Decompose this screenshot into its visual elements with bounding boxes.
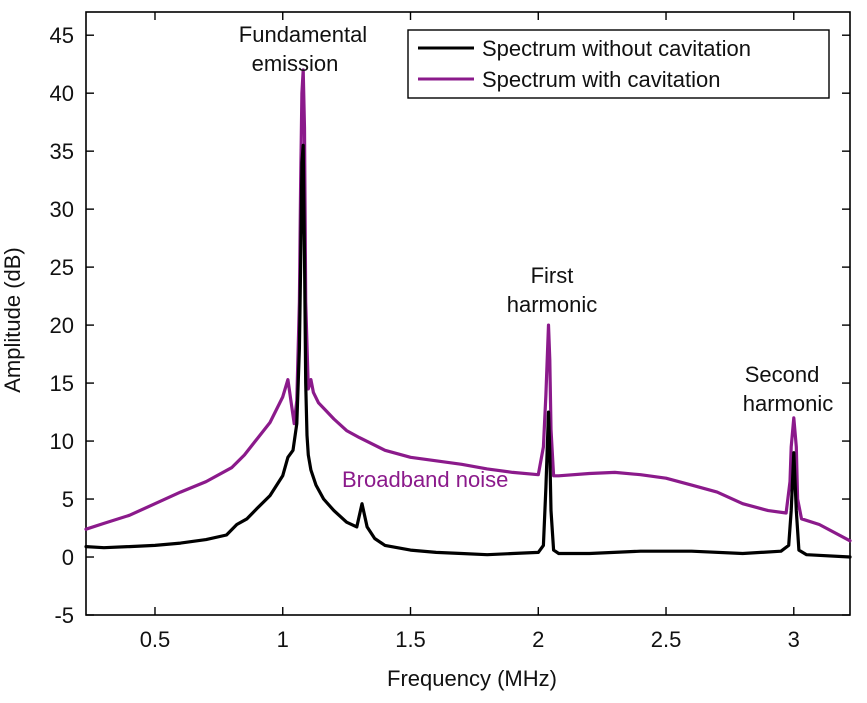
x-tick-label: 1.5 [395,627,426,652]
y-tick-label: -5 [54,603,74,628]
y-tick-label: 0 [62,545,74,570]
annotation-second-harmonic-line1: Second [745,362,820,387]
y-axis: -5 0 5 10 15 20 25 30 35 40 45 [50,23,850,628]
plot-area-frame [85,11,851,616]
y-tick-label: 30 [50,197,74,222]
annotation-first-harmonic-line2: harmonic [507,292,597,317]
series-line-without-cavitation [84,143,852,559]
y-tick-label: 15 [50,371,74,396]
x-tick-label: 0.5 [140,627,171,652]
x-tick-label: 2.5 [651,627,682,652]
y-tick-label: 40 [50,81,74,106]
legend-label-with: Spectrum with cavitation [482,67,720,92]
x-tick-label: 1 [277,627,289,652]
y-tick-label: 20 [50,313,74,338]
annotation-fundamental-line2: emission [252,51,339,76]
y-tick-label: 45 [50,23,74,48]
y-tick-label: 35 [50,139,74,164]
y-tick-label: 5 [62,487,74,512]
legend-box [407,29,830,99]
y-axis-label: Amplitude (dB) [0,247,25,393]
annotation-broadband-noise: Broadband noise [342,467,508,492]
annotation-first-harmonic-line1: First [531,263,574,288]
x-tick-label: 2 [532,627,544,652]
y-tick-label: 25 [50,255,74,280]
x-axis-label: Frequency (MHz) [387,666,557,691]
annotation-fundamental-line1: Fundamental [239,22,367,47]
x-tick-label: 3 [788,627,800,652]
annotation-second-harmonic-line2: harmonic [743,391,833,416]
legend: Spectrum without cavitation Spectrum wit… [407,29,830,99]
series-lines [84,68,852,559]
y-tick-label: 10 [50,429,74,454]
legend-label-without: Spectrum without cavitation [482,36,751,61]
x-axis: 0.5 1 1.5 2 2.5 3 [140,12,800,652]
series-line-with-cavitation [84,68,852,543]
